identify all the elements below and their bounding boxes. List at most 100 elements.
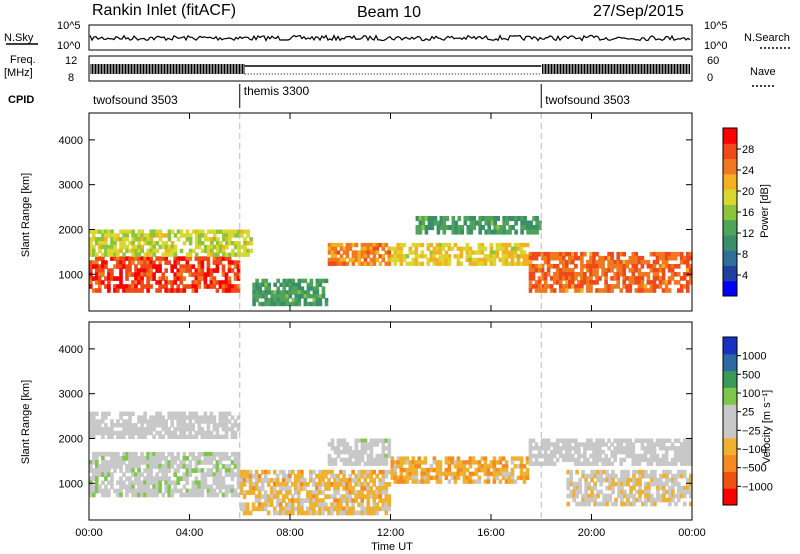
heatmap-cell — [418, 220, 423, 226]
heatmap-cell — [131, 260, 135, 265]
heatmap-cell — [489, 460, 494, 465]
heatmap-cell — [212, 434, 217, 439]
heatmap-cell — [179, 280, 183, 285]
heatmap-cell — [255, 297, 259, 303]
heatmap-cell — [239, 506, 244, 512]
heatmap-cell — [634, 288, 639, 293]
heatmap-cell — [143, 264, 147, 269]
heatmap-cell — [483, 467, 488, 473]
heatmap-cell — [571, 280, 575, 285]
heatmap-cell — [616, 280, 620, 285]
heatmap-cell — [562, 284, 566, 289]
heatmap-cell — [188, 248, 193, 254]
heatmap-cell — [435, 246, 440, 251]
heatmap-cell — [164, 468, 168, 473]
heatmap-cell — [170, 430, 174, 436]
heatmap-cell — [580, 442, 584, 447]
heatmap-cell — [608, 493, 612, 499]
heatmap-cell — [233, 451, 238, 457]
heatmap-cell — [113, 276, 117, 281]
heatmap-cell — [297, 282, 302, 287]
heatmap-cell — [468, 246, 473, 251]
heatmap-cell — [677, 469, 681, 475]
heatmap-cell — [629, 477, 633, 483]
heatmap-cell — [593, 469, 597, 475]
heatmap-cell — [191, 229, 196, 234]
heatmap-cell — [272, 469, 277, 475]
heatmap-cell — [146, 468, 150, 473]
heatmap-cell — [167, 434, 171, 439]
heatmap-cell — [297, 490, 301, 495]
heatmap-cell — [372, 494, 376, 499]
heatmap-cell — [580, 268, 584, 273]
heatmap-cell — [634, 264, 639, 269]
heatmap-cell — [209, 280, 214, 285]
heatmap-cell — [330, 257, 335, 263]
heatmap-cell — [438, 460, 443, 465]
heatmap-cell — [267, 290, 271, 295]
heatmap-cell — [459, 467, 464, 473]
heatmap-cell — [369, 261, 374, 266]
heatmap-cell — [176, 237, 181, 242]
heatmap-cell — [502, 216, 506, 222]
heatmap-cell — [493, 220, 497, 226]
heatmap-cell — [580, 259, 584, 265]
heatmap-cell — [566, 485, 570, 491]
heatmap-cell — [321, 510, 325, 516]
heatmap-cell — [516, 242, 521, 248]
heatmap-cell — [224, 484, 229, 490]
heatmap-cell — [595, 453, 599, 459]
heatmap-cell — [534, 288, 539, 293]
heatmap-cell — [640, 264, 645, 269]
heatmap-cell — [107, 451, 111, 457]
heatmap-cell — [122, 241, 126, 246]
heatmap-cell — [128, 248, 132, 254]
heatmap-cell — [203, 419, 208, 424]
heatmap-cell — [203, 237, 208, 242]
heatmap-cell — [659, 477, 663, 483]
heatmap-cell — [372, 478, 376, 483]
heatmap-cell — [596, 477, 600, 483]
heatmap-cell — [227, 464, 232, 469]
heatmap-cell — [140, 284, 144, 289]
heatmap-cell — [125, 268, 129, 273]
heatmap-cell — [215, 472, 220, 477]
heatmap-cell — [387, 502, 392, 508]
heatmap-cell — [513, 464, 518, 469]
heatmap-cell — [445, 225, 450, 231]
heatmap-cell — [107, 464, 111, 469]
heatmap-cell — [303, 297, 308, 303]
heatmap-cell — [282, 482, 286, 487]
heatmap-cell — [107, 288, 111, 293]
heatmap-cell — [210, 244, 214, 250]
heatmap-cell — [411, 479, 416, 484]
heatmap-cell — [212, 480, 217, 486]
heatmap-cell — [405, 479, 410, 484]
heatmap-cell — [652, 288, 657, 293]
heatmap-cell — [604, 255, 608, 261]
heatmap-cell — [203, 472, 208, 477]
heatmap-cell — [525, 460, 530, 465]
heatmap-cell — [230, 430, 235, 436]
heatmap-cell — [438, 246, 443, 251]
heatmap-cell — [300, 478, 304, 483]
heatmap-cell — [634, 438, 639, 443]
heatmap-cell — [466, 229, 471, 235]
heatmap-cell — [275, 473, 280, 479]
heatmap-cell — [620, 497, 624, 503]
heatmap-cell — [655, 442, 660, 447]
heatmap-cell — [107, 280, 111, 285]
heatmap-cell — [200, 256, 205, 261]
heatmap-cell — [215, 460, 220, 465]
heatmap-cell — [213, 237, 217, 242]
heatmap-cell — [598, 442, 602, 447]
heatmap-cell — [414, 464, 419, 469]
heatmap-cell — [321, 482, 325, 487]
heatmap-cell — [176, 288, 180, 293]
heatmap-cell — [324, 486, 328, 491]
heatmap-cell — [646, 288, 651, 293]
heatmap-cell — [552, 446, 557, 451]
heatmap-cell — [225, 244, 229, 250]
x-tick-label: 08:00 — [276, 527, 304, 539]
heatmap-cell — [140, 244, 144, 250]
